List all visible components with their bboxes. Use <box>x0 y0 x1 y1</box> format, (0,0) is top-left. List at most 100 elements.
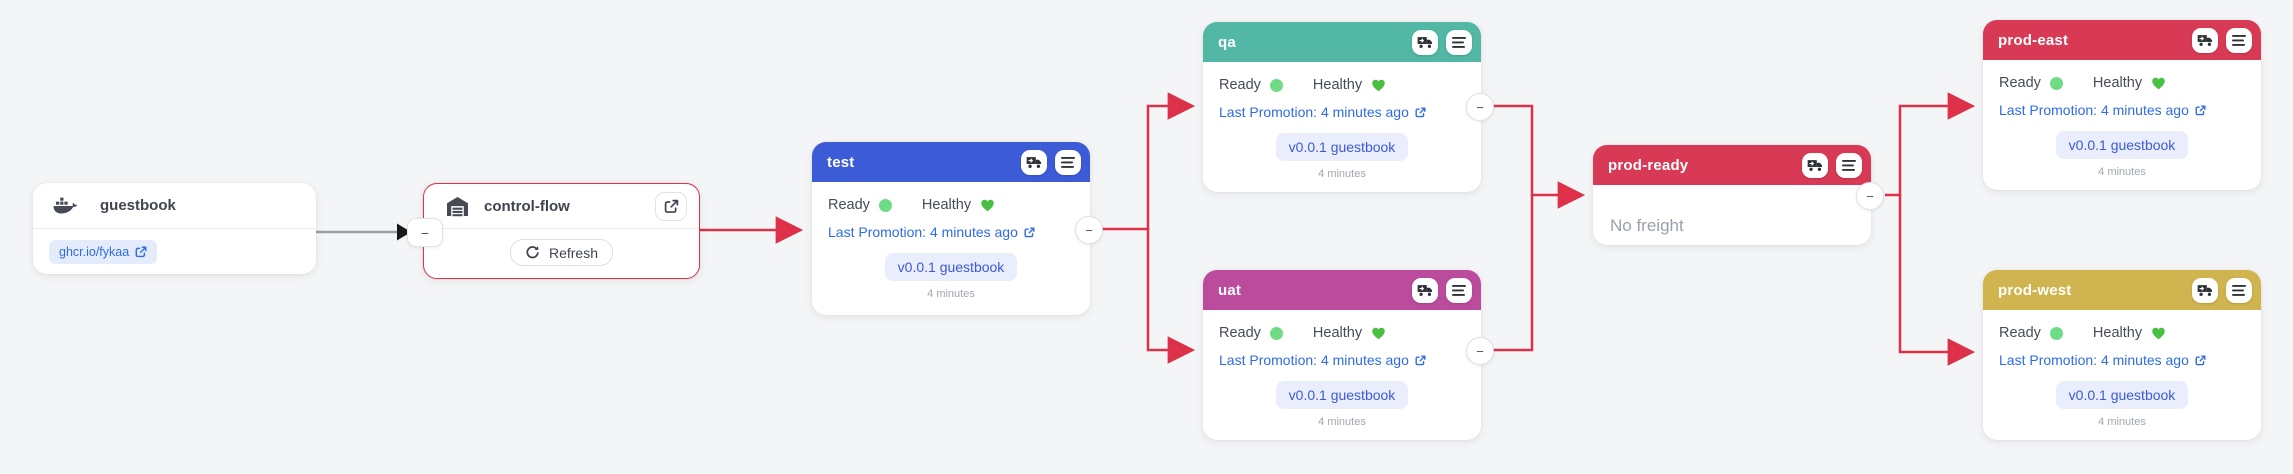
collapse-button-prod-ready[interactable]: − <box>1856 182 1884 210</box>
stage-node-uat[interactable]: − uat <box>1203 270 1494 440</box>
last-promotion-link[interactable]: Last Promotion: 4 minutes ago <box>1219 352 1426 368</box>
freight-age: 4 minutes <box>2098 166 2146 178</box>
edge-guestbook-arrowhead <box>397 223 411 241</box>
stage-menu-button[interactable] <box>2226 277 2252 303</box>
stage-title: test <box>827 153 855 171</box>
freight-version-badge[interactable]: v0.0.1 guestbook <box>2055 381 2189 409</box>
edge-prodready-prodeast <box>1885 92 1976 197</box>
truck-icon <box>2197 33 2214 47</box>
stage-node-test[interactable]: − test <box>812 142 1103 315</box>
ready-label: Ready <box>1219 325 1261 341</box>
stage-header: qa <box>1203 22 1481 62</box>
last-promotion-link[interactable]: Last Promotion: 4 minutes ago <box>1999 102 2206 118</box>
last-promotion-label: Last Promotion: 4 minutes ago <box>1219 104 1409 120</box>
health-heart-icon <box>2151 77 2166 90</box>
last-promotion-label: Last Promotion: 4 minutes ago <box>828 224 1018 240</box>
stage-header: prod-west <box>1983 270 2261 310</box>
external-link-icon <box>2195 354 2206 366</box>
edge-test-uat <box>1146 229 1196 364</box>
healthy-status: Healthy <box>1313 77 1386 93</box>
stage-menu-button[interactable] <box>1446 29 1472 55</box>
stage-node-prod-ready[interactable]: − prod-ready <box>1593 145 1884 245</box>
last-promotion-link[interactable]: Last Promotion: 4 minutes ago <box>1999 352 2206 368</box>
stage-menu-button[interactable] <box>1055 149 1081 175</box>
stage-node-prod-east[interactable]: prod-east <box>1983 20 2261 190</box>
stage-menu-button[interactable] <box>1446 277 1472 303</box>
freight-version-badge[interactable]: v0.0.1 guestbook <box>884 253 1018 281</box>
freight-version-badge[interactable]: v0.0.1 guestbook <box>1275 381 1409 409</box>
freight-timeline-button[interactable] <box>2192 27 2218 53</box>
stage-title: prod-west <box>1998 281 2072 299</box>
ready-label: Ready <box>1219 77 1261 93</box>
external-link-icon <box>2195 104 2206 116</box>
freight-timeline-button[interactable] <box>1412 277 1438 303</box>
no-freight-label: No freight <box>1610 216 1684 235</box>
freight-timeline-button[interactable] <box>1021 149 1047 175</box>
healthy-status: Healthy <box>2093 75 2166 91</box>
stage-header: uat <box>1203 270 1481 310</box>
status-row: Ready Healthy <box>1219 325 1465 341</box>
refresh-icon <box>525 245 540 260</box>
ready-status: Ready <box>1219 325 1283 341</box>
refresh-label: Refresh <box>548 244 599 261</box>
freight-version-badge[interactable]: v0.0.1 guestbook <box>2055 131 2189 159</box>
collapse-button-qa[interactable]: − <box>1466 93 1494 121</box>
stage-node-qa[interactable]: − qa <box>1203 22 1494 192</box>
external-link-icon <box>1024 226 1035 238</box>
stage-header: prod-ready <box>1593 145 1871 185</box>
edge-test-qa <box>1102 92 1196 231</box>
stage-title: uat <box>1218 281 1242 299</box>
collapse-button-test[interactable]: − <box>1075 216 1103 244</box>
warehouse-node-control-flow[interactable]: − control-flow <box>407 183 700 279</box>
ready-dot-icon <box>1269 326 1283 340</box>
warehouse-external-link-button[interactable] <box>655 191 687 221</box>
ready-dot-icon <box>2049 76 2063 90</box>
freight-timeline-button[interactable] <box>1802 152 1828 178</box>
repo-link-badge[interactable]: ghcr.io/fykaa <box>49 240 158 264</box>
warehouse-title: control-flow <box>484 197 570 215</box>
warehouse-title-row: control-flow <box>424 184 699 229</box>
last-promotion-link[interactable]: Last Promotion: 4 minutes ago <box>1219 104 1426 120</box>
edge-uat-prodready <box>1493 195 1534 352</box>
truck-icon <box>1026 155 1043 169</box>
last-promotion-label: Last Promotion: 4 minutes ago <box>1999 352 2189 368</box>
health-heart-icon <box>1371 327 1386 340</box>
truck-icon <box>1417 35 1434 49</box>
status-row: Ready Healthy <box>1999 325 2245 341</box>
freight-age: 4 minutes <box>927 288 975 300</box>
freight-timeline-button[interactable] <box>2192 277 2218 303</box>
stage-header: test <box>812 142 1090 182</box>
ready-label: Ready <box>828 197 870 213</box>
repo-node-guestbook[interactable]: guestbook ghcr.io/fykaa <box>33 183 316 274</box>
stage-menu-button[interactable] <box>1836 152 1862 178</box>
hamburger-menu-icon <box>2232 34 2246 46</box>
truck-icon <box>1807 158 1824 172</box>
status-row: Ready Healthy <box>828 197 1074 213</box>
last-promotion-link[interactable]: Last Promotion: 4 minutes ago <box>828 224 1035 240</box>
stage-menu-button[interactable] <box>2226 27 2252 53</box>
stage-node-prod-west[interactable]: prod-west <box>1983 270 2261 440</box>
status-row: Ready Healthy <box>1999 75 2245 91</box>
freight-version-badge[interactable]: v0.0.1 guestbook <box>1275 133 1409 161</box>
healthy-status: Healthy <box>1313 325 1386 341</box>
collapse-button-control-flow[interactable]: − <box>407 218 443 247</box>
repo-node-title: guestbook <box>100 197 176 214</box>
refresh-button[interactable]: Refresh <box>509 239 614 266</box>
external-link-icon <box>1415 106 1426 118</box>
external-link-icon <box>135 246 147 258</box>
healthy-label: Healthy <box>1312 325 1363 341</box>
ready-status: Ready <box>828 197 892 213</box>
ready-label: Ready <box>1999 75 2041 91</box>
hamburger-menu-icon <box>1842 159 1856 171</box>
repo-node-title-row: guestbook <box>33 183 316 229</box>
freight-timeline-button[interactable] <box>1412 29 1438 55</box>
health-heart-icon <box>2151 327 2166 340</box>
collapse-button-uat[interactable]: − <box>1466 337 1494 365</box>
hamburger-menu-icon <box>1452 284 1466 296</box>
stage-header: prod-east <box>1983 20 2261 60</box>
healthy-status: Healthy <box>2093 325 2166 341</box>
ready-label: Ready <box>1999 325 2041 341</box>
stage-title: qa <box>1218 33 1236 51</box>
external-link-icon <box>664 199 679 214</box>
